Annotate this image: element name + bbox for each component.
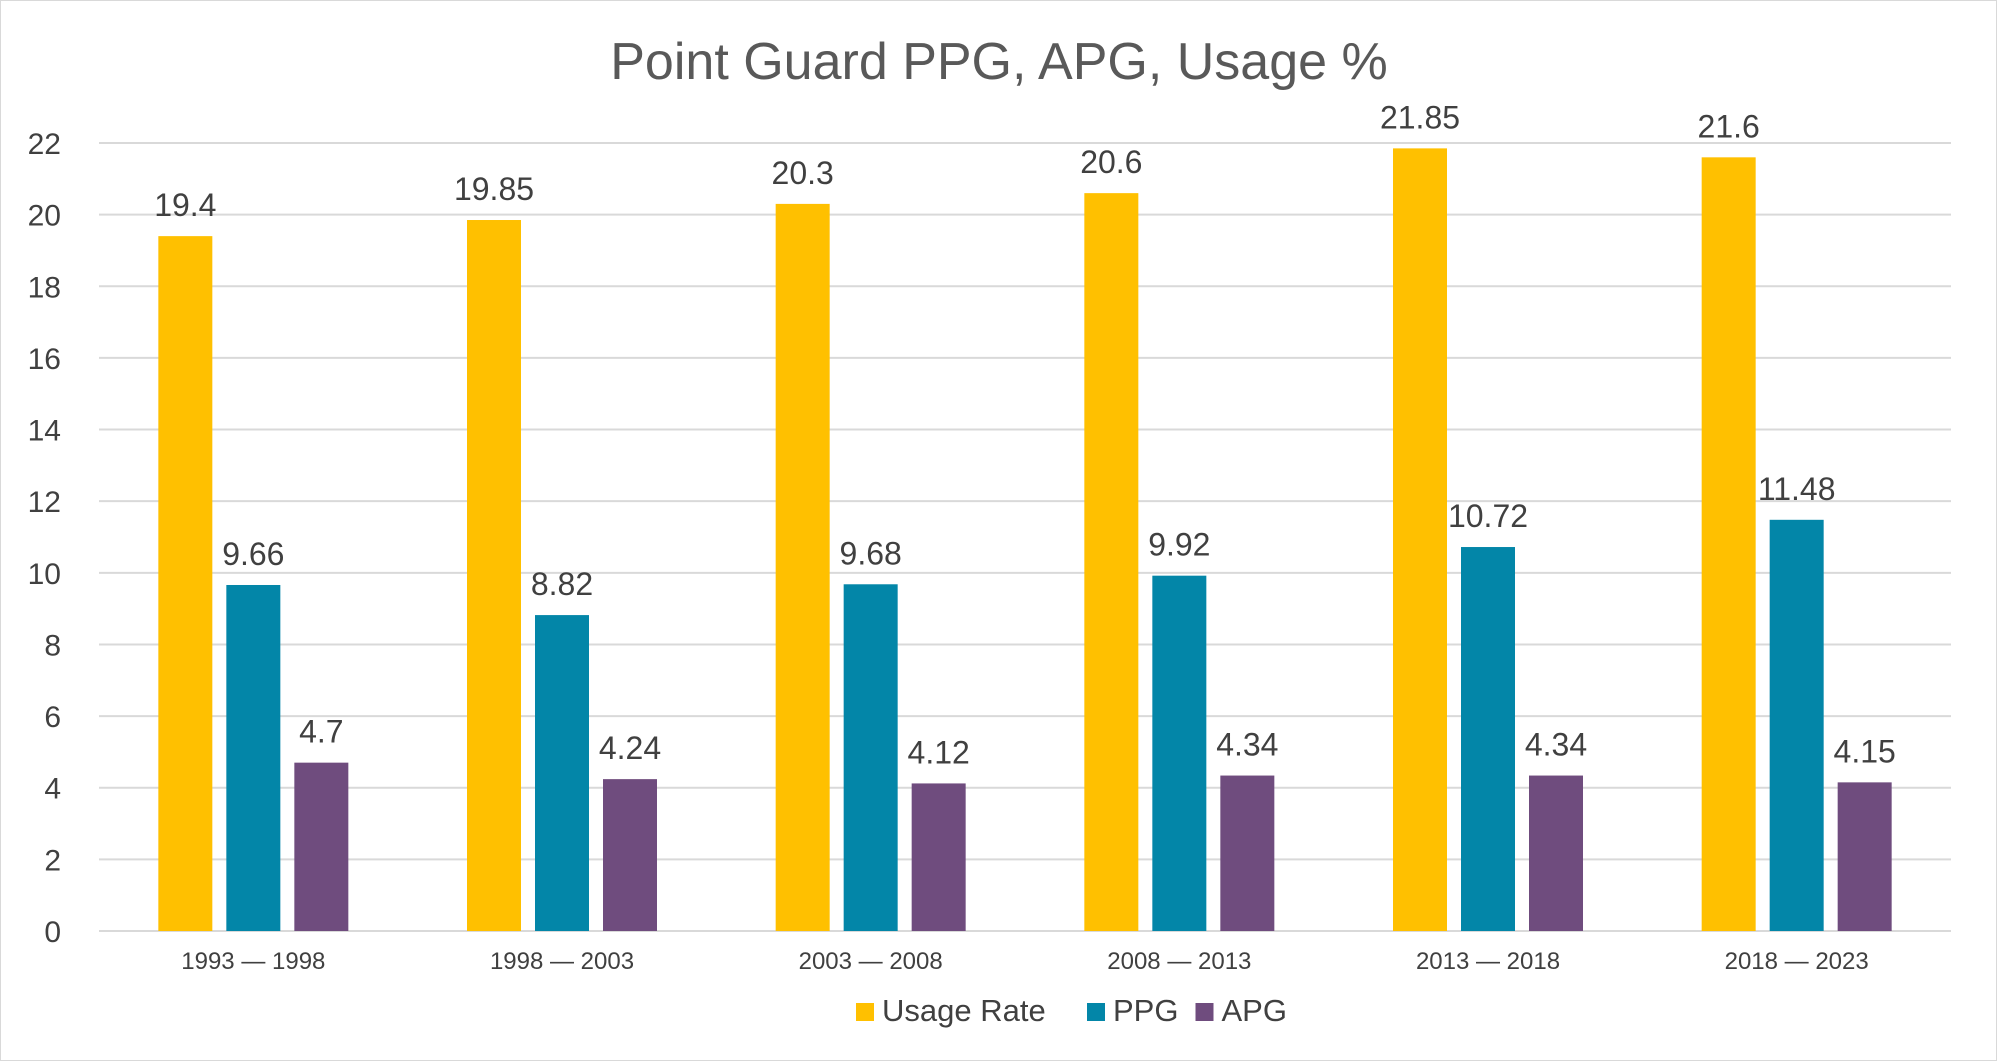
- x-category-label: 2003 — 2008: [799, 948, 943, 975]
- y-tick-label: 20: [28, 200, 61, 233]
- bar-ppg: [843, 584, 898, 931]
- bar-apg: [1529, 775, 1583, 931]
- data-label: 19.85: [454, 171, 534, 207]
- y-tick-label: 10: [28, 558, 61, 591]
- data-label: 21.85: [1380, 99, 1460, 135]
- bar-usage-rate: [158, 236, 213, 932]
- x-axis-categories: 1993 — 1998 1998 — 2003 2003 — 2008 2008 — …: [181, 948, 1868, 975]
- x-category-label: 2008 — 2013: [1107, 948, 1251, 975]
- bar-ppg: [535, 615, 589, 931]
- data-label: 19.4: [154, 187, 216, 223]
- y-tick-label: 22: [28, 128, 61, 161]
- legend-label: PPG: [1113, 993, 1178, 1028]
- y-tick-label: 8: [44, 629, 61, 662]
- data-label: 11.48: [1758, 471, 1836, 507]
- data-labels: 19.4 9.66 4.7 19.85 8.82 4.24 20.3 9.68 4.12 20.6…: [154, 99, 1896, 770]
- bar-ppg: [1152, 575, 1207, 931]
- bar-usage-rate: [1701, 157, 1756, 931]
- legend-label: Usage Rate: [882, 993, 1046, 1028]
- data-label: 4.12: [908, 734, 970, 770]
- x-category-label: 1993 — 1998: [181, 948, 325, 975]
- bar-apg: [294, 762, 349, 931]
- bar-usage-rate: [467, 220, 521, 931]
- y-tick-label: 4: [44, 773, 61, 806]
- data-label: 8.82: [531, 566, 593, 602]
- y-tick-label: 6: [44, 701, 61, 734]
- y-axis-ticks: 0 2 4 6 8 10 12 14 16 18 20 22: [28, 128, 61, 949]
- legend: Usage Rate PPG APG: [856, 993, 1287, 1028]
- data-label: 4.7: [299, 714, 343, 750]
- x-category-label: 2013 — 2018: [1416, 948, 1560, 975]
- y-tick-label: 12: [28, 486, 61, 519]
- data-label: 20.3: [772, 155, 834, 191]
- bar-ppg: [1461, 547, 1515, 931]
- bar-ppg: [226, 584, 281, 931]
- bar-usage-rate: [775, 203, 830, 931]
- data-label: 4.34: [1216, 727, 1278, 763]
- legend-swatch: [856, 1003, 874, 1021]
- data-label: 4.34: [1525, 727, 1587, 763]
- x-category-label: 2018 — 2023: [1725, 948, 1869, 975]
- bar-apg: [911, 783, 966, 931]
- x-category-label: 1998 — 2003: [490, 948, 634, 975]
- data-label: 4.24: [599, 730, 661, 766]
- y-tick-label: 2: [44, 844, 61, 877]
- y-tick-label: 0: [44, 916, 61, 949]
- bar-usage-rate: [1393, 148, 1447, 931]
- bar-apg: [603, 779, 657, 931]
- y-tick-label: 14: [28, 415, 61, 448]
- gridlines: [99, 142, 1951, 932]
- data-label: 9.92: [1148, 527, 1210, 563]
- y-tick-label: 18: [28, 271, 61, 304]
- legend-swatch: [1087, 1003, 1105, 1021]
- data-label: 4.15: [1834, 733, 1896, 769]
- legend-label: APG: [1222, 993, 1287, 1028]
- data-label: 20.6: [1080, 144, 1142, 180]
- data-label: 9.68: [840, 535, 902, 571]
- bar-usage-rate: [1084, 193, 1139, 932]
- bar-apg: [1837, 782, 1892, 931]
- bar-apg: [1220, 775, 1275, 931]
- bar-ppg: [1769, 519, 1824, 931]
- data-label: 10.72: [1448, 498, 1528, 534]
- chart-title: Point Guard PPG, APG, Usage %: [610, 33, 1388, 91]
- data-label: 9.66: [222, 536, 284, 572]
- y-tick-label: 16: [28, 343, 61, 376]
- data-label: 21.6: [1698, 108, 1760, 144]
- bars: [158, 148, 1892, 932]
- legend-swatch: [1195, 1003, 1214, 1021]
